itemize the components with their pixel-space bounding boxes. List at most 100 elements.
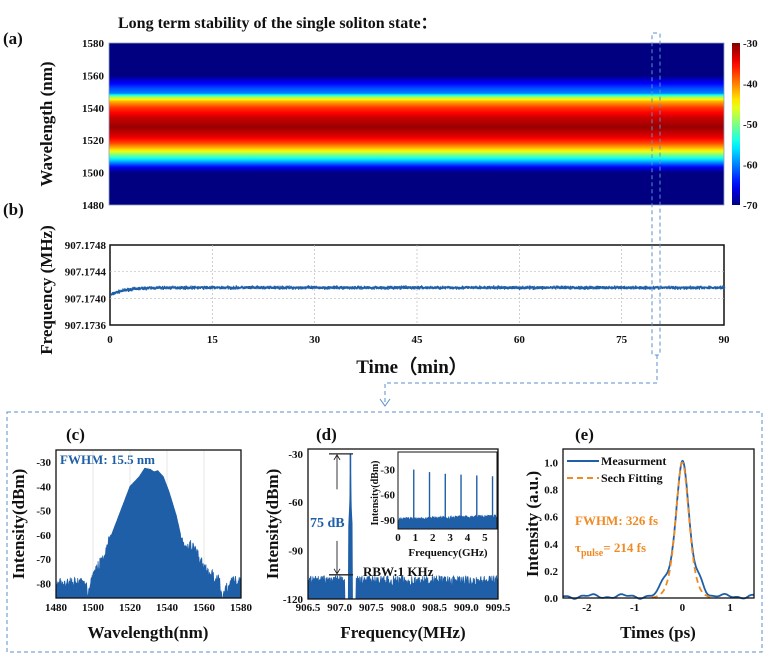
y-tick-label-b: 907.1744 [65,267,107,279]
x-axis-label-b: Time（min） [356,355,468,378]
y-tick-label-a: 1480 [82,200,105,212]
y-axis-label-c: Intensity(dBm) [9,469,28,580]
y-tick-label-c: -60 [36,530,51,542]
y-tick-label-d: -60 [288,497,303,509]
inset-x-tick-label: 5 [482,532,488,544]
optical-spectrum-area [55,467,242,599]
inset-x-axis-label: Frequency(GHz) [408,547,488,559]
zoom-indicator [6,32,763,653]
x-tick-label-b: 75 [616,334,628,346]
y-tick-label-a: 1500 [82,168,105,180]
y-tick-label-e: 0.0 [544,593,558,605]
colorbar-tick-label: -30 [743,38,758,50]
heatmap-panel-a: Wavelength (nm) 1580 1560 1540 1520 1500 1480… [37,38,758,212]
fwhm-annotation-c: FWHM: 15.5 nm [60,452,155,467]
inset-x-tick-label: 2 [430,532,436,544]
frequency-panel-b: Frequency (MHz) Time（min） 0 15 30 45 60 75 90 9… [37,225,730,378]
selection-box [651,32,661,356]
colorbar-tick-label: -60 [743,160,758,172]
x-tick-label-c: 1560 [193,602,216,614]
rf-spectrum-area [307,470,499,600]
colorbar-tick-label: -40 [743,79,758,91]
frequency-trace [110,285,726,297]
x-tick-label-b: 30 [309,334,321,346]
plot-frame-e [562,448,755,599]
x-tick-label-d: 909.5 [486,602,511,614]
colorbar-tick-label: -50 [743,119,758,131]
arrow-head-icon [379,398,391,407]
x-tick-label-e: 1 [727,602,733,614]
x-tick-label-e: -2 [582,602,592,614]
tau-subscript: pulse [581,548,604,559]
heatmap [108,42,725,206]
rf-spectrum-panel-d: Intensity(dBm) Frequency(MHz) 75 dB RBW:… [263,448,511,642]
inset-x-tick-label: 4 [465,532,471,544]
fwhm-annotation-e: FWHM: 326 fs [575,513,658,528]
y-tick-label-b: 907.1740 [65,293,107,305]
y-tick-label-e: 0.4 [544,539,558,551]
panel-label-e: (e) [575,425,594,444]
y-tick-label-d: -30 [288,449,303,461]
x-axis-label-e: Times (ps) [620,623,696,642]
x-tick-label-b: 15 [207,334,219,346]
x-tick-label-c: 1500 [82,602,105,614]
x-axis-label-c: Wavelength(nm) [88,623,209,642]
detail-box [6,411,763,653]
panel-label-c: (c) [66,425,85,444]
y-axis-label-e: Intensity (a.u.) [523,471,542,577]
colorbar-tick-label: -70 [743,200,758,212]
inset-x-tick-label: 1 [413,532,419,544]
x-tick-label-d: 906.5 [296,602,321,614]
y-tick-label-d: -120 [283,594,304,606]
y-axis-label-d: Intensity(dBm) [263,469,282,580]
x-tick-label-d: 908.5 [422,602,447,614]
x-tick-label-e: -1 [630,602,639,614]
inset-x-tick-label: 3 [447,532,453,544]
y-tick-label-a: 1560 [82,70,105,82]
y-tick-label-e: 1.0 [544,458,558,470]
inset-y-tick-label: -90 [380,515,395,527]
x-tick-label-b: 45 [412,334,424,346]
x-tick-label-b: 60 [514,334,526,346]
inset-y-tick-label: -30 [380,465,395,477]
plot-frame-c [55,449,242,599]
x-tick-label-d: 907.5 [359,602,384,614]
colorbar [732,43,740,205]
x-tick-label-c: 1540 [156,602,179,614]
y-tick-label-e: 0.6 [544,512,558,524]
x-tick-label-d: 909.0 [454,602,479,614]
y-tick-label-b: 907.1748 [65,240,107,252]
panel-label-a: (a) [3,29,23,48]
inset-y-axis-label: Intensity(dBm) [370,460,381,525]
figure-title: Long term stability of the single solito… [118,15,437,32]
x-tick-label-c: 1480 [45,602,68,614]
y-tick-label-d: -90 [288,546,303,558]
snr-annotation: 75 dB [310,516,345,531]
y-tick-label-e: 0.8 [544,485,558,497]
sech-fit-curve [651,461,714,599]
y-tick-label-c: -70 [36,554,51,566]
pulse-width-annotation: τpulse= 214 fs [575,540,646,559]
panel-label-b: (b) [3,200,24,219]
y-tick-label-a: 1520 [82,135,105,147]
y-axis-label-a: Wavelength (nm) [37,61,56,186]
y-axis-label-b: Frequency (MHz) [37,225,56,355]
panel-label-d: (d) [316,425,337,444]
inset-y-tick-label: -60 [380,490,395,502]
autocorrelation-panel-e: Intensity (a.u.) Times (ps) Measurment S… [523,448,755,642]
inset-frame [397,451,498,530]
x-tick-label-c: 1520 [119,602,142,614]
y-tick-label-b: 907.1736 [65,320,107,332]
y-tick-label-a: 1540 [82,103,105,115]
x-tick-label-e: 0 [680,602,686,614]
tau-symbol: τ [575,540,581,555]
y-tick-label-e: 0.2 [544,566,558,578]
x-tick-label-b: 0 [107,334,113,346]
y-tick-label-c: -30 [36,457,51,469]
rbw-annotation: RBW:1 KHz [363,564,434,579]
x-tick-label-c: 1580 [230,602,253,614]
x-tick-label-d: 907.0 [327,602,352,614]
inset-noise-floor [397,513,498,530]
legend-label-fit: Sech Fitting [601,471,663,485]
